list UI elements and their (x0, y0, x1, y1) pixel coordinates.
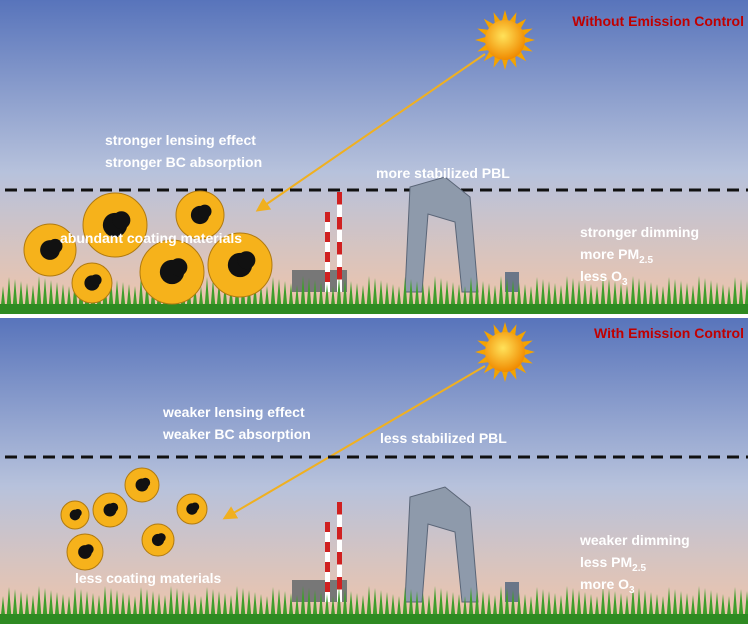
bc-core (198, 204, 212, 219)
chimney (325, 222, 330, 232)
grass-base (0, 304, 748, 314)
light-arrow (255, 53, 486, 212)
lensing-label: stronger BC absorption (105, 154, 262, 170)
effect-label: stronger dimming (580, 224, 699, 240)
chimney (337, 217, 342, 230)
effect-label: less O3 (580, 268, 628, 288)
panel-title: Without Emission Control (572, 13, 744, 29)
chimney (337, 577, 342, 590)
chimney (325, 552, 330, 562)
grass-base (0, 614, 748, 624)
chimney (337, 204, 342, 217)
chimney (325, 542, 330, 552)
effect-label: more O3 (580, 576, 635, 596)
chimney (325, 252, 330, 262)
chimney (337, 539, 342, 552)
panel-title: With Emission Control (594, 325, 744, 341)
effect-label: more PM2.5 (580, 246, 653, 266)
effect-text: more O (580, 576, 629, 592)
effect-text: less PM (580, 554, 632, 570)
bc-core (169, 258, 188, 277)
factory (292, 270, 347, 292)
bc-core (73, 508, 82, 517)
effect-subscript: 2.5 (632, 563, 646, 574)
chimney (337, 192, 342, 205)
chimney (325, 562, 330, 572)
bc-core (237, 251, 256, 270)
sun (485, 332, 525, 372)
bc-core (112, 211, 131, 230)
bc-core (47, 238, 63, 254)
effect-text: less O (580, 268, 622, 284)
panel: Without Emission Control stronger lensing… (0, 0, 748, 314)
effect-text: more PM (580, 246, 639, 262)
bc-core (190, 502, 200, 511)
chimney (325, 272, 330, 282)
chimney (325, 522, 330, 532)
effect-subscript: 3 (629, 585, 635, 596)
lensing-label: stronger lensing effect (105, 132, 256, 148)
effect-text: stronger dimming (580, 224, 699, 240)
bc-core (156, 533, 166, 543)
effect-label: weaker dimming (579, 532, 690, 548)
lensing-label: weaker BC absorption (162, 426, 311, 442)
bc-core (140, 477, 151, 488)
coating-label: less coating materials (75, 570, 222, 586)
chimney (337, 242, 342, 255)
chimney (337, 254, 342, 267)
chimney (325, 242, 330, 252)
chimney (325, 262, 330, 272)
chimney (337, 267, 342, 280)
bc-core (83, 544, 94, 555)
light-arrow (222, 365, 486, 520)
chimney (325, 212, 330, 222)
bc-core (108, 502, 119, 513)
chimney (337, 527, 342, 540)
bc-core (90, 274, 102, 286)
sky (0, 318, 748, 624)
chimney (325, 282, 330, 292)
coating-label: abundant coating materials (60, 230, 242, 246)
factory (292, 580, 347, 602)
sun (485, 20, 525, 60)
effect-text: weaker dimming (579, 532, 690, 548)
effect-subscript: 3 (622, 277, 628, 288)
sun-rays (475, 322, 535, 382)
panel: With Emission Control weaker lensing effe… (0, 318, 748, 624)
small-building (505, 582, 519, 602)
chimney (325, 582, 330, 592)
chimney (325, 232, 330, 242)
chimney (325, 592, 330, 602)
chimney (337, 514, 342, 527)
sky (0, 0, 748, 314)
effect-subscript: 2.5 (639, 255, 653, 266)
chimney (337, 502, 342, 515)
sun-rays (475, 10, 535, 70)
chimney (337, 564, 342, 577)
effect-label: less PM2.5 (580, 554, 646, 574)
chimney (325, 572, 330, 582)
pbl-label: less stabilized PBL (380, 430, 507, 446)
chimney (337, 552, 342, 565)
lensing-label: weaker lensing effect (162, 404, 305, 420)
chimney (325, 532, 330, 542)
small-building (505, 272, 519, 292)
chimney (337, 229, 342, 242)
pbl-label: more stabilized PBL (376, 165, 510, 181)
